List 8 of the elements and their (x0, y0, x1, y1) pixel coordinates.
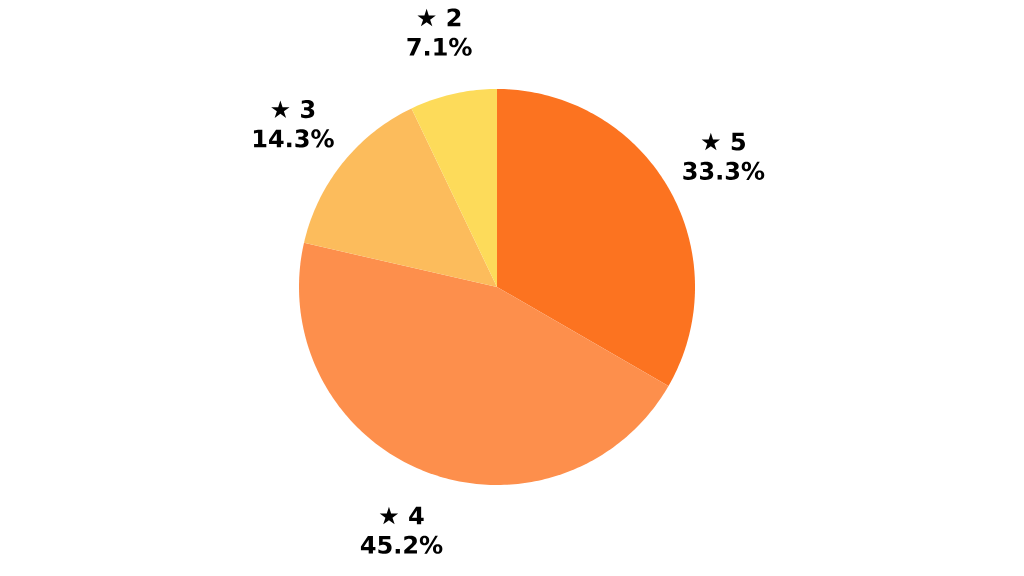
slice-label: ★ 3 (271, 100, 315, 119)
data-label: 33.3% (683, 161, 765, 180)
data-label: 45.2% (360, 535, 443, 554)
slice-label: ★ 2 (417, 8, 461, 27)
data-label: 7.1% (407, 37, 472, 56)
slice-label: ★ 5 (701, 132, 745, 151)
slice-label: ★ 4 (379, 506, 424, 525)
data-label: 14.3% (253, 129, 334, 148)
